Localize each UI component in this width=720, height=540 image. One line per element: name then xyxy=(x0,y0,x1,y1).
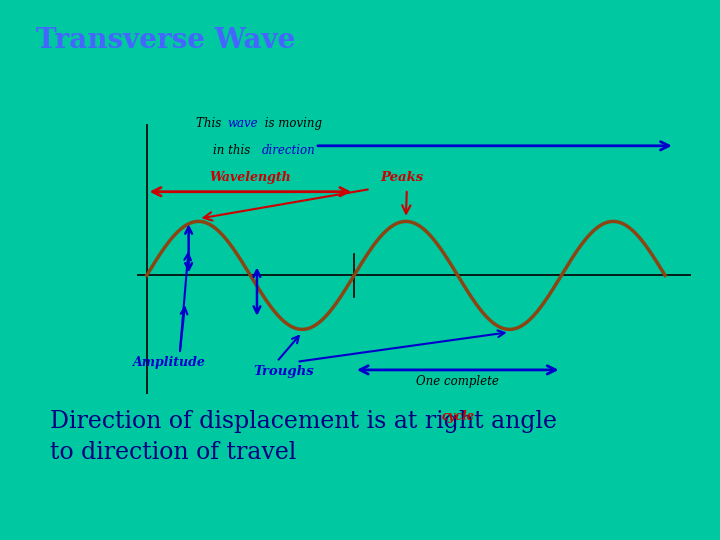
Text: is moving: is moving xyxy=(261,117,322,130)
Text: Troughs: Troughs xyxy=(253,364,314,377)
Text: Peaks: Peaks xyxy=(380,171,423,184)
Text: in this: in this xyxy=(212,144,253,157)
Text: cycle: cycle xyxy=(441,410,474,423)
Text: Direction of displacement is at right angle
to direction of travel: Direction of displacement is at right an… xyxy=(50,410,557,464)
Text: Wavelength: Wavelength xyxy=(210,171,292,184)
Text: wave: wave xyxy=(228,117,258,130)
Text: Transverse Wave: Transverse Wave xyxy=(36,27,295,54)
Text: One complete: One complete xyxy=(416,375,499,388)
Text: direction: direction xyxy=(262,144,316,157)
Text: Amplitude: Amplitude xyxy=(133,356,206,369)
Text: This: This xyxy=(196,117,225,130)
